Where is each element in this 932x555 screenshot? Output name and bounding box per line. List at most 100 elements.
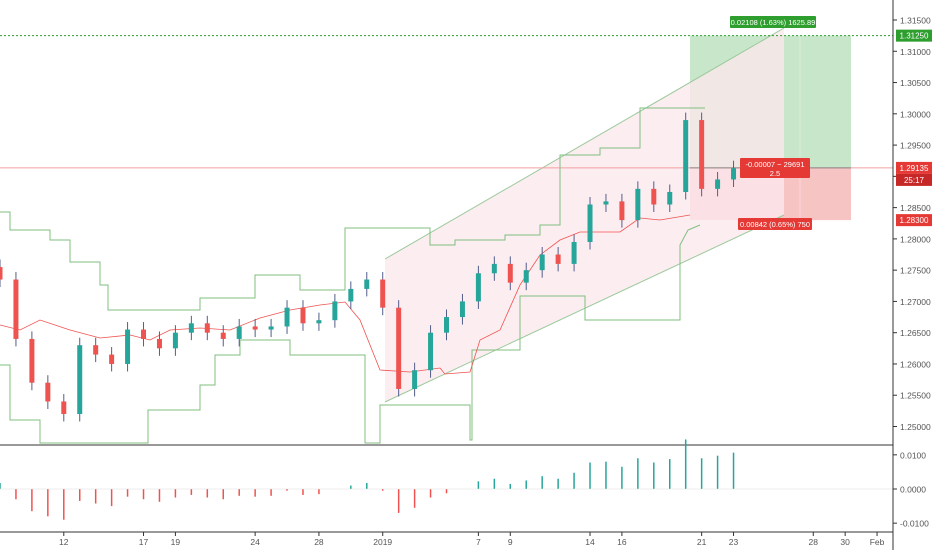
candle-body <box>29 338 35 383</box>
price-tick-label: 1.31500 <box>900 16 931 26</box>
candle-body <box>523 270 529 283</box>
histogram-tick-label: 0.0100 <box>900 450 926 460</box>
time-tick-label: 9 <box>508 537 513 547</box>
price-tick-label: 1.25000 <box>900 422 931 432</box>
time-tick-label: 28 <box>809 537 819 547</box>
candle-body <box>603 201 609 205</box>
time-tick-label: 21 <box>697 537 707 547</box>
time-tick-label: 12 <box>59 537 69 547</box>
candle-body <box>252 326 258 330</box>
time-tick-label: 28 <box>314 537 324 547</box>
candle-body <box>125 329 131 364</box>
target-price-tag-group: 1.31250 <box>896 29 932 42</box>
current-price-tag-group: 1.29135 <box>896 161 932 174</box>
candle-body <box>571 242 577 264</box>
candle-body <box>635 188 641 221</box>
candle-body <box>539 254 545 271</box>
time-tick-label: 2019 <box>373 537 392 547</box>
candle-body <box>13 279 19 339</box>
time-tick-label: 16 <box>617 537 627 547</box>
candle-body <box>332 301 338 321</box>
candle-body <box>444 317 449 333</box>
candle-body <box>428 332 434 371</box>
candle-body <box>475 273 481 302</box>
current-price-tag: 1.29135 <box>900 164 929 173</box>
candle-body <box>699 120 705 189</box>
candle-body <box>45 382 51 402</box>
channel-lower-band <box>0 224 701 444</box>
time-tick-label: 19 <box>171 537 181 547</box>
time-tick-label: Feb <box>870 537 885 547</box>
histogram-tick-label: 0.0000 <box>900 485 926 495</box>
position-label-line1: -0.00007 − 29691 <box>745 160 804 169</box>
profit-label: 0.02108 (1.63%) 1625.89 <box>731 18 816 27</box>
loss-label: 0.00842 (0.65%) 750 <box>740 220 810 229</box>
candle-body <box>220 332 226 339</box>
candle-body <box>0 267 3 280</box>
candle-body <box>715 179 721 189</box>
candle-body <box>651 188 657 205</box>
time-tick-label: 17 <box>139 537 149 547</box>
target-price-tag: 1.31250 <box>900 32 929 41</box>
price-tick-label: 1.28000 <box>900 234 931 244</box>
candle-body <box>204 323 210 333</box>
candle-body <box>491 263 497 274</box>
price-tick-label: 1.25500 <box>900 391 931 401</box>
price-tick-label: 1.30000 <box>900 109 931 119</box>
candle-body <box>61 401 67 414</box>
candle-body <box>412 370 418 389</box>
countdown-tag-group: 25:17 <box>896 173 932 186</box>
moving-average-line <box>0 214 691 375</box>
countdown-tag: 25:17 <box>904 176 925 185</box>
candle-body <box>109 354 115 364</box>
histogram-tick-label: -0.0100 <box>900 519 929 529</box>
candle-body <box>300 307 306 324</box>
candle-body <box>268 326 274 330</box>
candle-body <box>316 320 322 324</box>
candle-body <box>348 288 354 302</box>
time-tick-label: 30 <box>840 537 850 547</box>
candle-body <box>284 307 290 327</box>
candle-body <box>236 326 242 339</box>
candle-body <box>396 307 402 389</box>
candle-body <box>683 120 689 192</box>
price-tick-label: 1.27500 <box>900 266 931 276</box>
candle-body <box>507 263 513 283</box>
current-price-tag-bg <box>896 161 932 174</box>
channel-upper-band <box>0 107 705 311</box>
price-tick-label: 1.26500 <box>900 328 931 338</box>
price-tick-label: 1.26000 <box>900 359 931 369</box>
profit-label-bg <box>730 16 816 28</box>
candle-body <box>172 332 178 349</box>
position-label-bg <box>740 158 810 178</box>
candle-body <box>380 279 386 308</box>
loss-label-bg <box>738 218 812 230</box>
position-label-line2: 2.5 <box>770 169 780 178</box>
time-tick-label: 23 <box>729 537 739 547</box>
price-tick-label: 1.27000 <box>900 297 931 307</box>
candle-body <box>587 204 593 243</box>
price-tick-label: 1.29500 <box>900 141 931 151</box>
price-tick-label: 1.30500 <box>900 78 931 88</box>
stop-price-tag-bg <box>896 214 932 227</box>
channel-upper-line <box>384 27 785 260</box>
candle-body <box>364 279 370 289</box>
candle-body <box>619 201 625 221</box>
stop-price-tag: 1.28300 <box>900 216 929 225</box>
profit-label-group: 0.02108 (1.63%) 1625.89 <box>730 16 816 28</box>
target-price-tag-bg <box>896 29 932 42</box>
candle-body <box>77 345 83 414</box>
candle-body <box>555 254 561 264</box>
candle-body <box>156 338 162 349</box>
price-tick-label: 1.31000 <box>900 47 931 57</box>
candle-body <box>731 168 737 180</box>
time-tick-label: 24 <box>250 537 260 547</box>
candle-body <box>93 345 99 355</box>
stop-price-tag-group: 1.28300 <box>896 214 932 227</box>
price-tick-label: 1.28500 <box>900 203 931 213</box>
candles-group <box>0 112 737 422</box>
candle-body <box>188 323 194 333</box>
